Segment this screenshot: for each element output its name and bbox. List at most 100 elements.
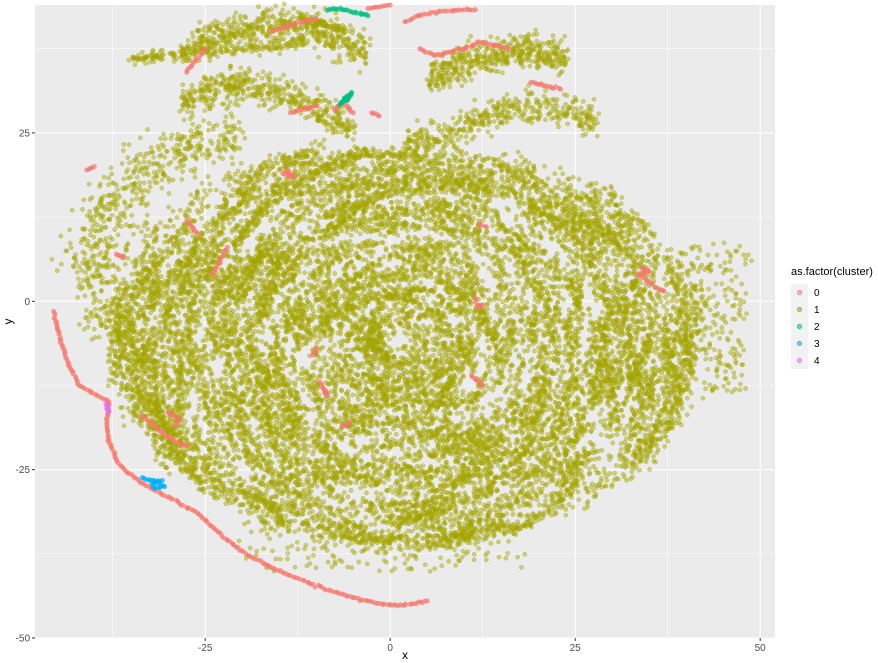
cluster-1-point (379, 452, 385, 458)
cluster-1-point (325, 189, 331, 195)
cluster-1-point (258, 462, 263, 467)
cluster-1-point (279, 241, 285, 247)
cluster-1-point (632, 343, 637, 349)
cluster-1-point (408, 209, 414, 214)
cluster-1-point (492, 342, 497, 348)
cluster-1-point (470, 412, 475, 418)
cluster-1-point (610, 440, 616, 446)
cluster-1-point (491, 325, 497, 330)
cluster-1-point (574, 413, 580, 418)
cluster-1-point (515, 149, 521, 155)
cluster-1-point (523, 322, 528, 328)
cluster-1-point (373, 431, 379, 437)
cluster-1-point (259, 338, 264, 344)
cluster-1-point (576, 358, 582, 364)
cluster-1-point (347, 433, 353, 438)
cluster-1-point (521, 393, 527, 399)
cluster-1-point (473, 154, 479, 159)
cluster-1-point (379, 240, 384, 245)
cluster-1-point (460, 392, 465, 398)
cluster-1-point (444, 266, 450, 272)
cluster-1-point (454, 411, 460, 416)
cluster-1-point (307, 275, 312, 281)
cluster-1-point (350, 392, 356, 398)
cluster-1-point (518, 327, 524, 333)
cluster-1-point (599, 448, 605, 453)
cluster-1-point (460, 415, 466, 421)
cluster-1-point (575, 383, 581, 388)
cluster-1-point (592, 284, 598, 290)
cluster-1-point (579, 432, 585, 438)
cluster-1-point (312, 139, 318, 144)
cluster-1-point (554, 251, 560, 256)
cluster-1-point (643, 415, 649, 420)
cluster-1-point (574, 316, 580, 322)
cluster-1-point (226, 253, 231, 259)
cluster-1-point (360, 308, 366, 314)
cluster-1-point (510, 512, 516, 517)
cluster-1-point (200, 196, 206, 201)
cluster-1-point (242, 211, 248, 217)
cluster-1-point (498, 396, 504, 402)
cluster-1-point (583, 410, 589, 416)
cluster-1-point (393, 318, 399, 323)
cluster-1-point (668, 247, 674, 252)
cluster-1-point (536, 243, 542, 249)
cluster-1-point (388, 509, 394, 515)
cluster-1-point (304, 368, 309, 374)
cluster-1-point (268, 360, 274, 365)
cluster-1-point (346, 242, 351, 248)
cluster-1-point (260, 330, 265, 335)
cluster-1-point (317, 356, 323, 362)
cluster-1-point (479, 198, 484, 204)
cluster-1-point (406, 446, 412, 452)
cluster-1-point (157, 220, 163, 226)
cluster-1-point (318, 155, 324, 161)
cluster-1-point (536, 327, 542, 333)
cluster-1-point (518, 295, 524, 300)
cluster-1-point (472, 243, 477, 249)
cluster-1-point (320, 490, 326, 496)
cluster-1-point (392, 455, 397, 461)
cluster-1-point (208, 352, 214, 358)
cluster-1-point (642, 361, 648, 367)
cluster-1-point (508, 310, 514, 315)
cluster-1-point (492, 319, 498, 325)
cluster-1-point (543, 498, 548, 504)
cluster-1-point (487, 401, 493, 407)
cluster-1-point (651, 269, 656, 275)
cluster-1-point (516, 280, 521, 286)
cluster-1-point (445, 271, 450, 276)
cluster-1-point (614, 268, 620, 274)
cluster-1-point (193, 329, 198, 334)
cluster-1-point (148, 233, 153, 239)
cluster-1-point (360, 376, 365, 382)
cluster-1-point (369, 253, 374, 259)
cluster-1-point (610, 335, 615, 341)
cluster-1-point (429, 274, 434, 280)
cluster-1-point (230, 457, 236, 462)
cluster-1-point (363, 249, 369, 254)
cluster-1-point (458, 265, 464, 271)
cluster-1-point (459, 410, 464, 416)
cluster-1-point (349, 173, 355, 179)
cluster-1-point (500, 299, 506, 305)
cluster-1-point (614, 258, 619, 263)
cluster-1-point (106, 383, 111, 389)
cluster-1-point (121, 276, 126, 282)
cluster-1-point (482, 214, 487, 220)
cluster-1-point (427, 324, 433, 329)
cluster-1-point (202, 188, 207, 193)
cluster-1-point (661, 303, 667, 309)
cluster-1-point (263, 180, 269, 186)
points-layer (49, 1, 754, 609)
cluster-1-point (448, 470, 453, 476)
cluster-1-point (494, 397, 500, 403)
cluster-1-point (314, 340, 320, 345)
cluster-1-point (459, 153, 465, 158)
cluster-1-point (440, 250, 446, 255)
cluster-1-point (422, 235, 428, 241)
cluster-1-point (593, 180, 599, 186)
cluster-1-point (142, 386, 148, 392)
